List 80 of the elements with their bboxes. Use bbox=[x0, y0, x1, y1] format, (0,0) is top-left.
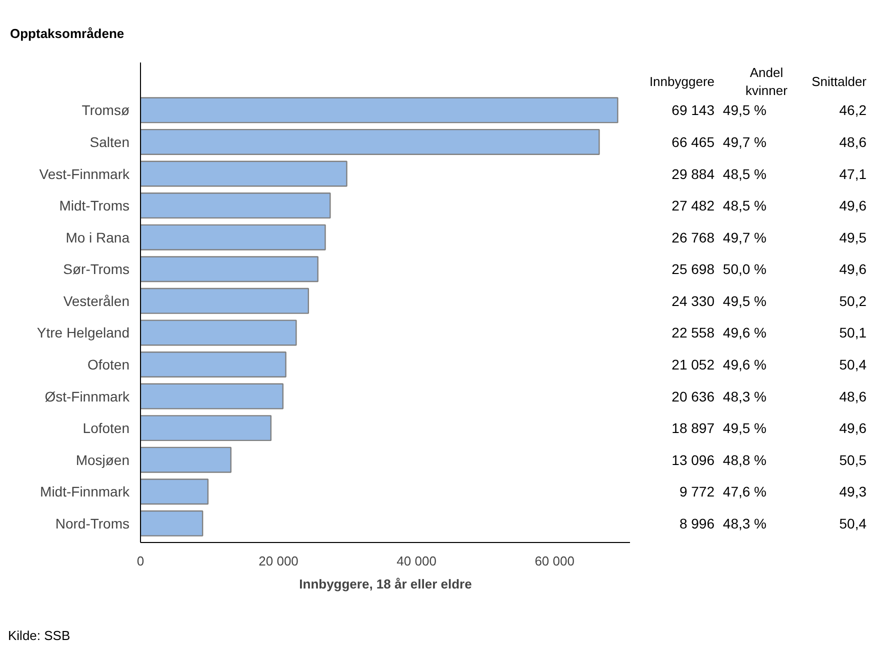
bar bbox=[140, 478, 209, 505]
data-label: 9 772 bbox=[679, 484, 715, 500]
text: 47,6 % bbox=[722, 484, 767, 500]
text: 49,6 bbox=[839, 198, 867, 214]
y-tick-label: Mosjøen bbox=[76, 452, 130, 468]
y-tick-label: Vest-Finnmark bbox=[39, 166, 130, 182]
bar bbox=[140, 224, 326, 250]
text: 50,2 bbox=[839, 292, 867, 309]
y-tick-label: Sør-Troms bbox=[63, 261, 130, 278]
text: 48,6 bbox=[839, 388, 867, 404]
text: 50,5 bbox=[839, 452, 867, 468]
text: 49,6 % bbox=[722, 324, 767, 341]
text: 48,3 % bbox=[722, 388, 767, 404]
x-tick-label: 20 000 bbox=[258, 554, 298, 568]
text: 49,6 % bbox=[722, 356, 767, 372]
y-tick-label: Nord-Troms bbox=[55, 515, 130, 532]
data-label: 26 768 bbox=[672, 229, 715, 246]
text: 48,5 % bbox=[722, 166, 767, 182]
bar bbox=[140, 256, 318, 282]
text: Andel kvinner bbox=[746, 65, 788, 98]
text: 48,8 % bbox=[722, 452, 767, 468]
data-label: 18 897 bbox=[672, 420, 715, 436]
text: Innbyggere bbox=[649, 74, 715, 90]
text: 49,7 % bbox=[722, 134, 767, 150]
text: 49,3 bbox=[839, 484, 867, 500]
bar bbox=[140, 288, 310, 314]
data-label: 13 096 bbox=[672, 452, 715, 468]
data-label: 24 330 bbox=[672, 292, 715, 309]
text: 49,5 % bbox=[722, 102, 767, 118]
data-label: 66 465 bbox=[672, 134, 715, 150]
data-label: 8 996 bbox=[679, 515, 715, 532]
text: 48,5 % bbox=[722, 198, 767, 214]
text: 48,6 bbox=[839, 134, 867, 150]
text: 49,6 bbox=[839, 420, 867, 436]
data-label: 69 143 bbox=[672, 102, 715, 118]
text: 50,4 bbox=[839, 515, 867, 532]
bar bbox=[140, 415, 272, 442]
y-tick-label: Midt-Finnmark bbox=[40, 484, 130, 500]
bar bbox=[140, 320, 297, 346]
y-tick-label: Ytre Helgeland bbox=[36, 324, 130, 341]
text: 50,1 bbox=[839, 324, 867, 341]
text: 49,7 % bbox=[722, 229, 767, 246]
y-tick-label: Tromsø bbox=[82, 102, 130, 118]
text: 49,6 bbox=[839, 261, 867, 278]
x-axis-title: Innbyggere, 18 år eller eldre bbox=[299, 576, 472, 592]
data-label: 20 636 bbox=[672, 388, 715, 404]
bar bbox=[140, 351, 286, 378]
bar bbox=[140, 160, 348, 187]
text: Snittalder bbox=[812, 74, 868, 90]
y-tick-label: Ofoten bbox=[87, 356, 130, 372]
y-tick-label: Salten bbox=[90, 134, 130, 150]
text: 49,5 bbox=[839, 229, 867, 246]
bar bbox=[140, 510, 204, 536]
bar bbox=[140, 446, 232, 473]
data-label: 22 558 bbox=[672, 324, 715, 341]
text: 50,4 bbox=[839, 356, 867, 372]
y-tick-label: Vesterålen bbox=[63, 292, 130, 309]
bar bbox=[140, 383, 284, 410]
text: Kilde: SSB bbox=[8, 627, 70, 645]
text: 48,3 % bbox=[722, 515, 767, 532]
text: 49,5 % bbox=[722, 292, 767, 309]
bar bbox=[140, 128, 600, 155]
data-label: 25 698 bbox=[672, 261, 715, 278]
x-tick-label: 40 000 bbox=[396, 554, 436, 568]
text: 47,1 bbox=[839, 166, 867, 182]
data-label: 29 884 bbox=[672, 166, 715, 182]
bar bbox=[140, 97, 618, 124]
text: 49,5 % bbox=[722, 420, 767, 436]
y-tick-label: Mo i Rana bbox=[66, 229, 130, 246]
y-tick-label: Øst-Finnmark bbox=[44, 388, 130, 404]
text: 46,2 bbox=[839, 102, 867, 118]
data-label: 21 052 bbox=[672, 356, 715, 372]
text: 50,0 % bbox=[722, 261, 767, 278]
y-tick-label: Lofoten bbox=[82, 420, 130, 436]
data-label: 27 482 bbox=[672, 198, 715, 214]
bar bbox=[140, 192, 331, 219]
x-tick-label: 60 000 bbox=[534, 554, 574, 568]
y-tick-label: Midt-Troms bbox=[59, 198, 130, 214]
chart-title: Opptaksområdene bbox=[10, 25, 124, 43]
x-tick-label: 0 bbox=[136, 554, 144, 568]
